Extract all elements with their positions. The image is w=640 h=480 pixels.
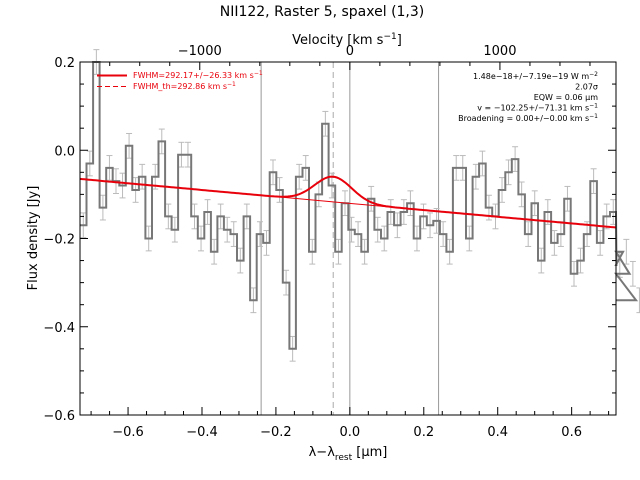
plot-content xyxy=(79,49,640,415)
gaussian-fit-line xyxy=(79,175,617,229)
annotation-superscript: −1 xyxy=(589,103,598,110)
axes: −0.6 −0.4 −0.2 0.0 0.2 0.4 0.6 −0.6 −0.4 −0.2 0.0 0… xyxy=(43,44,616,440)
annotation-text: 2.07σ xyxy=(575,83,598,92)
annotation-line: Broadening = 0.00+/−0.00 km s−1 xyxy=(458,113,598,123)
annotation-line: 2.07σ xyxy=(575,83,598,92)
chart-title: NII122, Raster 5, spaxel (1,3) xyxy=(220,4,425,20)
y-tick-label: 0.2 xyxy=(54,56,75,71)
x-axis-title-sub: rest xyxy=(335,453,353,463)
x-axis-title-main: λ−λ xyxy=(309,445,336,460)
x-axis-title: λ−λrest [μm] xyxy=(309,445,388,463)
top-axis-title: Velocity [km s−1] xyxy=(292,32,402,48)
annotation-text: EQW = 0.06 μm xyxy=(534,93,598,102)
x-tick-label: −0.6 xyxy=(112,425,144,440)
legend-label-theoretical-sup: −1 xyxy=(227,81,236,88)
annotation-superscript: −2 xyxy=(589,71,598,78)
annotation-line: v = −102.25+/−71.31 km s−1 xyxy=(477,103,598,113)
top-tick-label: 0 xyxy=(346,44,354,59)
y-tick-label: 0.0 xyxy=(54,144,75,159)
top-axis-title-main: Velocity [km s xyxy=(292,33,384,48)
legend: FWHM=292.17+/−26.33 km s−1 FWHM_th=292.8… xyxy=(97,70,263,91)
top-tick-label: −1000 xyxy=(178,44,222,59)
x-tick-label: 0.0 xyxy=(340,425,361,440)
x-tick-label: 0.6 xyxy=(561,425,582,440)
x-tick-label: 0.4 xyxy=(487,425,508,440)
legend-label-theoretical: FWHM_th=292.86 km s−1 xyxy=(133,81,236,91)
x-axis-title-unit: [μm] xyxy=(352,445,387,460)
legend-label-theoretical-main: FWHM_th=292.86 km s xyxy=(133,82,227,91)
x-tick-label: −0.2 xyxy=(260,425,292,440)
legend-label-fit-main: FWHM=292.17+/−26.33 km s xyxy=(133,71,254,80)
x-tick-label: −0.4 xyxy=(186,425,218,440)
legend-label-fit: FWHM=292.17+/−26.33 km s−1 xyxy=(133,70,263,80)
annotation-superscript: −1 xyxy=(589,113,598,120)
spectrum-steps xyxy=(80,61,639,350)
y-tick-label: −0.4 xyxy=(43,321,75,336)
legend-label-fit-sup: −1 xyxy=(254,70,263,77)
y-tick-label: −0.6 xyxy=(43,409,75,424)
annotation-text: Broadening = 0.00+/−0.00 km s xyxy=(458,114,589,123)
top-axis-title-sup: −1 xyxy=(383,32,396,42)
annotation-line: 1.48e−18+/−7.19e−19 W m−2 xyxy=(473,71,598,81)
annotation-line: EQW = 0.06 μm xyxy=(534,93,598,102)
top-axis-title-end: ] xyxy=(397,33,402,48)
annotation-text: 1.48e−18+/−7.19e−19 W m xyxy=(473,72,589,81)
x-tick-label: 0.2 xyxy=(413,425,434,440)
top-tick-label: 1000 xyxy=(483,44,516,59)
annotation-text: v = −102.25+/−71.31 km s xyxy=(477,104,589,113)
y-tick-label: −0.2 xyxy=(43,233,75,248)
y-axis-title: Flux density [Jy] xyxy=(26,186,41,291)
